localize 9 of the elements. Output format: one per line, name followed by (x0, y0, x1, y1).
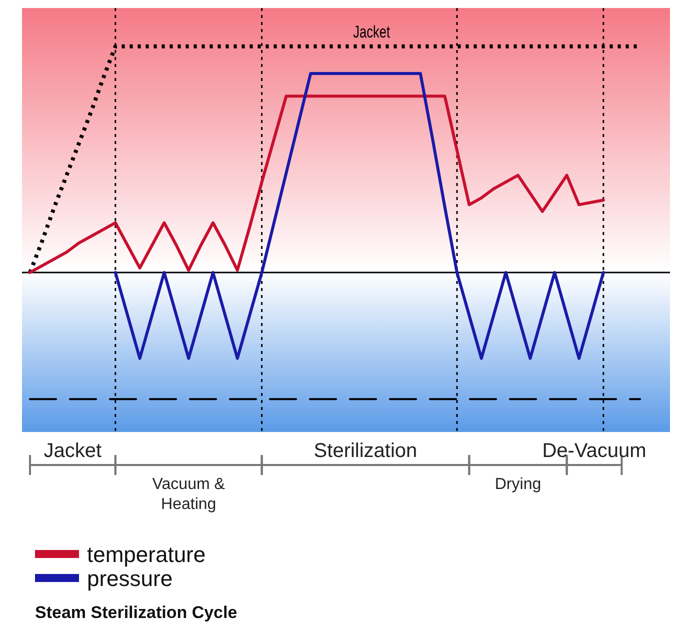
text: Vacuum & Heating (152, 476, 226, 513)
text: De-Vacuum (542, 440, 646, 462)
legend-label: pressure (87, 566, 173, 591)
text: Steam Sterilization Cycle (35, 603, 238, 622)
text: Jacket (44, 440, 102, 462)
legend-label: temperature (87, 542, 206, 567)
text: Sterilization (314, 440, 418, 462)
series-label: Jacket (353, 22, 391, 42)
text: Drying (494, 476, 542, 493)
